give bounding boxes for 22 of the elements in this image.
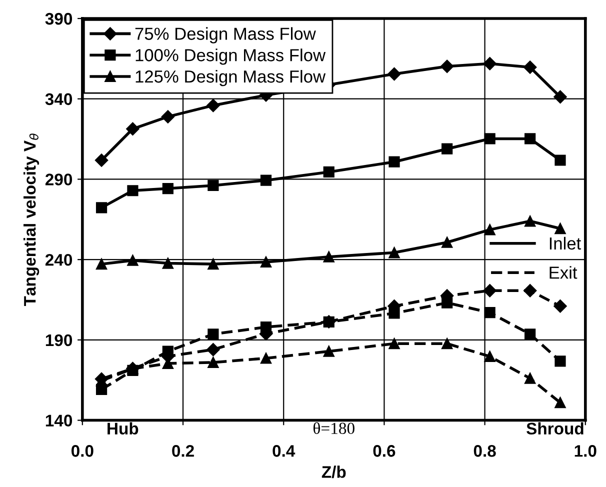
legend-label: 100% Design Mass Flow	[136, 48, 326, 65]
annotation: Exit	[550, 266, 578, 279]
y-tick-label: 290	[45, 174, 72, 186]
legend-label: 75% Design Mass Flow	[135, 27, 316, 44]
x-tick-label: 0.4	[272, 445, 296, 457]
x-tick-label: 0.0	[71, 445, 94, 457]
annotation: Inlet	[550, 236, 582, 250]
y-tick-label: 240	[45, 254, 72, 266]
text: θ=180	[313, 422, 354, 434]
x-tick-label: 1.0	[574, 445, 596, 457]
legend-label: 125% Design Mass Flow	[136, 70, 326, 86]
y-tick-label: 140	[46, 414, 72, 426]
y-tick-label: 190	[46, 334, 72, 346]
x-tick-label: 0.8	[474, 445, 496, 457]
y-axis-title: Tangential velocity V$_{θ}$	[24, 134, 40, 306]
y-tick-label: 390	[45, 12, 72, 25]
x-axis-title: Z/b	[322, 466, 346, 478]
x-tick-label: 0.6	[373, 445, 396, 457]
text: Shroud	[526, 422, 584, 435]
text: Hub	[108, 422, 138, 435]
y-tick-label: 340	[45, 93, 72, 106]
x-tick-label: 0.2	[172, 445, 194, 457]
